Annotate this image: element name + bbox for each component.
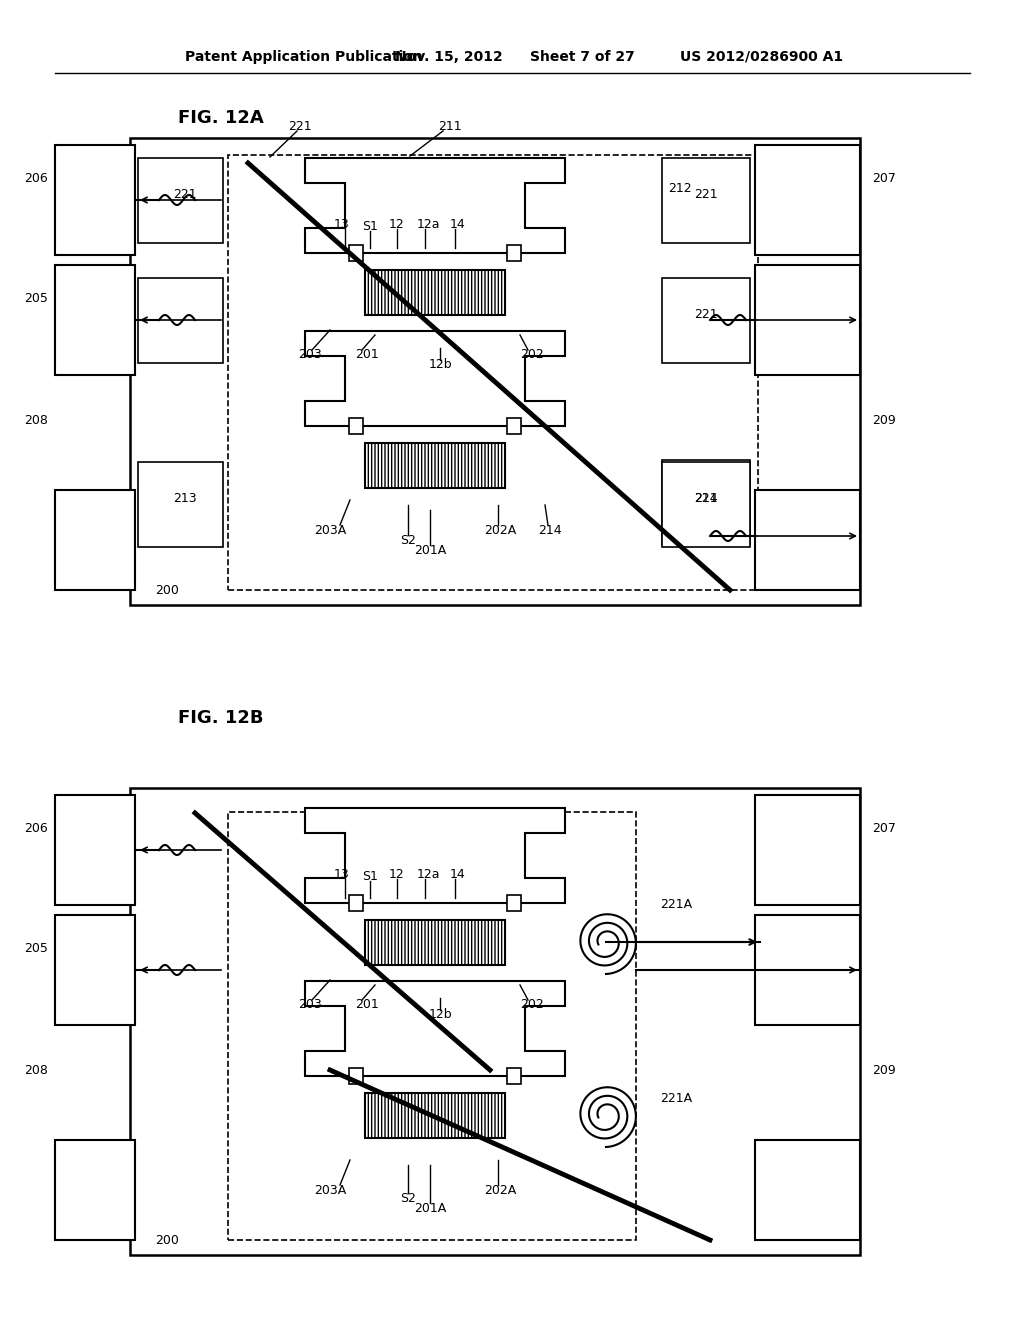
Text: 202A: 202A bbox=[484, 1184, 516, 1196]
Text: 209: 209 bbox=[872, 1064, 896, 1077]
Bar bbox=[228, 812, 636, 1239]
Text: 207: 207 bbox=[872, 821, 896, 834]
Text: 209: 209 bbox=[872, 413, 896, 426]
Text: 203: 203 bbox=[298, 348, 322, 362]
Text: 213: 213 bbox=[173, 491, 197, 504]
Bar bbox=[755, 265, 860, 375]
Bar bbox=[138, 462, 223, 546]
Text: 200: 200 bbox=[155, 583, 179, 597]
Bar bbox=[507, 1068, 521, 1084]
Text: FIG. 12A: FIG. 12A bbox=[178, 110, 264, 127]
Text: S2: S2 bbox=[400, 1192, 416, 1204]
Text: 12a: 12a bbox=[416, 867, 439, 880]
Bar bbox=[662, 462, 750, 546]
Bar bbox=[755, 145, 860, 255]
Bar bbox=[365, 1093, 505, 1138]
Text: 12: 12 bbox=[389, 867, 404, 880]
Text: 221: 221 bbox=[694, 189, 718, 202]
Text: 221: 221 bbox=[173, 189, 197, 202]
Text: US 2012/0286900 A1: US 2012/0286900 A1 bbox=[680, 50, 843, 63]
Bar bbox=[507, 244, 521, 261]
Text: 212: 212 bbox=[669, 181, 692, 194]
Text: 201A: 201A bbox=[414, 1201, 446, 1214]
Text: 12b: 12b bbox=[428, 1008, 452, 1022]
Bar bbox=[55, 490, 135, 590]
Bar bbox=[349, 895, 362, 911]
Text: 202: 202 bbox=[520, 998, 544, 1011]
Text: 14: 14 bbox=[451, 867, 466, 880]
Polygon shape bbox=[305, 981, 565, 1076]
Polygon shape bbox=[305, 330, 565, 425]
Bar bbox=[228, 154, 758, 590]
Bar bbox=[55, 1140, 135, 1239]
Text: 206: 206 bbox=[25, 172, 48, 185]
Text: 214: 214 bbox=[539, 524, 562, 536]
Text: 221A: 221A bbox=[660, 1092, 692, 1105]
Text: 12b: 12b bbox=[428, 359, 452, 371]
Text: 221: 221 bbox=[694, 491, 718, 504]
Text: 12a: 12a bbox=[416, 218, 439, 231]
Bar bbox=[349, 1068, 362, 1084]
Text: Nov. 15, 2012: Nov. 15, 2012 bbox=[395, 50, 503, 63]
Bar bbox=[138, 279, 223, 363]
Bar bbox=[662, 279, 750, 363]
Text: 221: 221 bbox=[694, 309, 718, 322]
Bar bbox=[55, 145, 135, 255]
Text: FIG. 12B: FIG. 12B bbox=[178, 709, 263, 727]
Text: 201: 201 bbox=[355, 998, 379, 1011]
Bar bbox=[755, 1140, 860, 1239]
Text: S1: S1 bbox=[362, 870, 378, 883]
Bar bbox=[648, 158, 658, 240]
Text: 203: 203 bbox=[298, 998, 322, 1011]
Polygon shape bbox=[305, 808, 565, 903]
Text: 208: 208 bbox=[25, 1064, 48, 1077]
Text: Sheet 7 of 27: Sheet 7 of 27 bbox=[530, 50, 635, 63]
Text: S2: S2 bbox=[400, 533, 416, 546]
Text: 211: 211 bbox=[438, 120, 462, 132]
Bar bbox=[755, 795, 860, 906]
Bar bbox=[55, 915, 135, 1026]
Bar bbox=[662, 459, 750, 545]
Text: 14: 14 bbox=[451, 218, 466, 231]
Bar bbox=[755, 915, 860, 1026]
Bar bbox=[507, 417, 521, 434]
Text: 214: 214 bbox=[694, 491, 718, 504]
Text: 200: 200 bbox=[155, 1233, 179, 1246]
Bar bbox=[349, 244, 362, 261]
Text: 221: 221 bbox=[288, 120, 312, 132]
Text: Patent Application Publication: Patent Application Publication bbox=[185, 50, 423, 63]
Bar bbox=[662, 158, 750, 243]
Text: 205: 205 bbox=[25, 292, 48, 305]
Text: 201: 201 bbox=[355, 348, 379, 362]
Bar bbox=[130, 788, 860, 1255]
Text: 13: 13 bbox=[334, 867, 350, 880]
Bar bbox=[130, 139, 860, 605]
Text: 13: 13 bbox=[334, 218, 350, 231]
Text: 206: 206 bbox=[25, 821, 48, 834]
Bar bbox=[349, 417, 362, 434]
Bar bbox=[365, 920, 505, 965]
Text: 202: 202 bbox=[520, 348, 544, 362]
Text: 203A: 203A bbox=[314, 524, 346, 536]
Text: 208: 208 bbox=[25, 413, 48, 426]
Text: 201A: 201A bbox=[414, 544, 446, 557]
Bar bbox=[55, 795, 135, 906]
Text: 207: 207 bbox=[872, 172, 896, 185]
Text: 205: 205 bbox=[25, 941, 48, 954]
Bar bbox=[507, 895, 521, 911]
Bar bbox=[55, 265, 135, 375]
Bar bbox=[365, 442, 505, 487]
Bar bbox=[138, 158, 223, 243]
Text: 202A: 202A bbox=[484, 524, 516, 536]
Text: 12: 12 bbox=[389, 218, 404, 231]
Text: S1: S1 bbox=[362, 219, 378, 232]
Polygon shape bbox=[305, 157, 565, 252]
Text: 221A: 221A bbox=[660, 899, 692, 912]
Bar bbox=[755, 490, 860, 590]
Bar bbox=[365, 269, 505, 314]
Text: 203A: 203A bbox=[314, 1184, 346, 1196]
